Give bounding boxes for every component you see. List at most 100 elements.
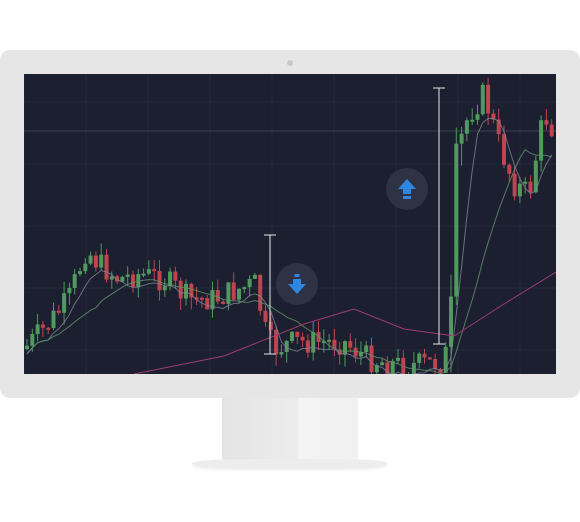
candle-body <box>35 324 40 335</box>
candle-body <box>311 332 316 353</box>
candle-body <box>512 173 517 197</box>
candle-body <box>533 160 538 193</box>
webcam <box>287 60 293 66</box>
candle-body <box>358 352 363 357</box>
candle-body <box>369 345 374 373</box>
candle-body <box>305 340 310 353</box>
candle-body <box>528 181 533 193</box>
candle-body <box>507 164 512 174</box>
candle-body <box>67 287 72 294</box>
candle-body <box>141 273 146 276</box>
candle-body <box>46 327 51 330</box>
candle-body <box>104 254 109 280</box>
candle-body <box>252 274 257 279</box>
candle-body <box>449 296 453 347</box>
candle-body <box>226 282 231 304</box>
monitor-frame <box>0 50 580 398</box>
candle-body <box>146 269 151 274</box>
candle-body <box>242 287 247 290</box>
arrow-down-icon <box>288 279 306 294</box>
candle-body <box>464 120 469 134</box>
candle-body <box>62 293 67 313</box>
candle-body <box>443 346 448 373</box>
candle-body <box>422 353 427 358</box>
candle-body <box>438 369 443 373</box>
candle-body <box>290 331 294 341</box>
moving-average-fast <box>26 117 553 374</box>
candle-body <box>189 283 194 298</box>
candle-body <box>51 310 56 329</box>
candle-body <box>205 298 210 310</box>
candle-body <box>544 120 549 125</box>
candle-body <box>231 282 236 300</box>
candle-body <box>321 340 326 343</box>
candle-body <box>496 119 501 135</box>
candle-body <box>486 84 491 114</box>
candle-body <box>332 339 337 350</box>
candle-body <box>152 269 157 272</box>
candle-body <box>210 290 215 310</box>
monitor-base <box>192 459 388 468</box>
candle-body <box>364 345 369 353</box>
candle-body <box>523 181 528 184</box>
candle-body <box>93 255 98 268</box>
candle-body <box>40 324 45 328</box>
candle-body <box>78 271 82 275</box>
candle-body <box>475 114 480 120</box>
candle-body <box>295 331 300 337</box>
candle-body <box>199 297 204 300</box>
candle-body <box>385 362 390 374</box>
candle-body <box>539 120 544 161</box>
candle-body <box>263 310 268 322</box>
candle-body <box>390 360 395 374</box>
arrow-up-icon <box>398 179 416 194</box>
candle-body <box>374 365 379 373</box>
candle-body <box>125 274 130 277</box>
candle-body <box>178 280 183 299</box>
sell-signal-bar <box>294 274 300 277</box>
candle-body <box>88 255 93 264</box>
candle-body <box>194 297 199 300</box>
candle-body <box>237 288 241 300</box>
monitor-screen <box>24 74 556 374</box>
candle-body <box>173 271 178 281</box>
candle-body <box>517 183 522 197</box>
candle-body <box>258 274 263 311</box>
candle-body <box>300 336 305 341</box>
candle-body <box>131 274 135 288</box>
candle-body <box>353 347 358 357</box>
candle-body <box>221 301 226 304</box>
monitor-stand <box>222 398 358 460</box>
candle-body <box>343 341 347 355</box>
candle-body <box>72 274 77 288</box>
candle-body <box>184 283 188 299</box>
candle-body <box>417 353 422 363</box>
candle-body <box>274 329 279 355</box>
candlestick-chart <box>24 74 556 374</box>
candle-body <box>162 286 167 291</box>
candle-body <box>549 124 554 137</box>
candle-body <box>247 278 252 288</box>
candle-body <box>491 113 496 120</box>
candle-body <box>99 254 104 268</box>
candle-body <box>83 263 88 272</box>
candle-body <box>284 340 289 353</box>
moving-average-slow <box>133 271 556 374</box>
candle-body <box>25 345 29 349</box>
candle-body <box>215 290 220 302</box>
candle-body <box>279 352 284 355</box>
candle-body <box>30 334 35 346</box>
candle-body <box>268 321 273 330</box>
candle-body <box>109 276 114 280</box>
buy-signal-bar <box>403 196 411 199</box>
moving-average-mid <box>26 149 552 374</box>
candle-body <box>454 143 459 297</box>
candle-body <box>459 133 464 144</box>
candle-body <box>337 349 342 355</box>
candle-body <box>480 84 485 115</box>
candle-body <box>427 357 432 360</box>
candle-body <box>168 271 173 287</box>
candle-body <box>115 276 120 282</box>
candle-body <box>120 276 125 282</box>
candle-body <box>470 119 475 122</box>
